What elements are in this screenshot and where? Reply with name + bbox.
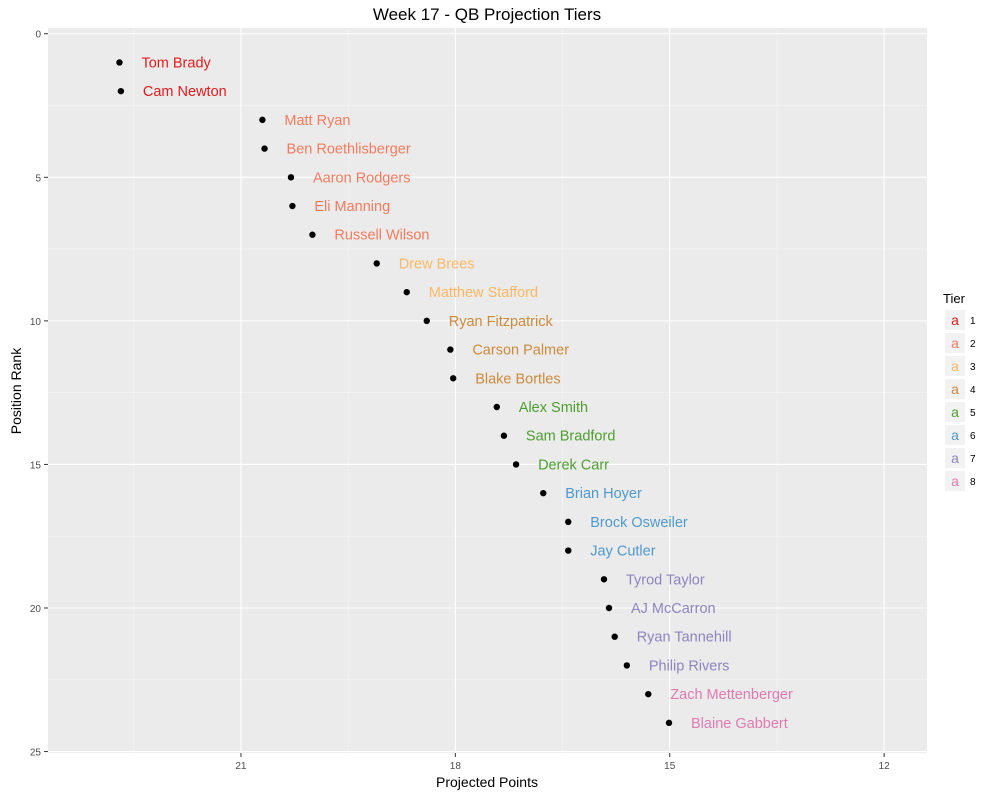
player-label: Blaine Gabbert (691, 716, 788, 732)
player-label: Matt Ryan (284, 113, 350, 129)
player-label: Tom Brady (141, 55, 211, 71)
player-label: Brian Hoyer (565, 486, 642, 502)
legend-key-glyph: a (951, 450, 959, 466)
player-label: Sam Bradford (526, 429, 615, 445)
player-label: Eli Manning (314, 199, 390, 215)
player-label: Brock Osweiler (590, 515, 688, 531)
data-point (117, 87, 125, 95)
legend-key (945, 333, 965, 353)
legend-key (945, 356, 965, 376)
legend-key-glyph: a (951, 473, 959, 489)
legend-key-glyph: a (951, 335, 959, 351)
x-axis-title: Projected Points (436, 774, 538, 790)
plot-panel (48, 28, 927, 753)
data-point (449, 375, 457, 382)
data-point (600, 576, 608, 583)
legend-key (945, 379, 965, 399)
minor-gridlines (48, 28, 927, 753)
x-tick-label: 21 (235, 761, 247, 772)
legend-key-glyph: a (951, 404, 959, 420)
legend: Tier a 1a 2a 3a 4a 5a 6a 7a 8 (943, 291, 976, 491)
player-label: Blake Bortles (475, 371, 560, 387)
legend-key (945, 448, 965, 468)
player-label: Drew Brees (399, 256, 475, 272)
y-tick-label: 0 (35, 30, 41, 41)
legend-key (945, 402, 965, 422)
data-point (423, 317, 430, 325)
player-label: Zach Mettenberger (670, 687, 793, 703)
data-point (309, 231, 316, 238)
player-label: Jay Cutler (590, 544, 655, 560)
data-point (565, 547, 572, 554)
data-point (512, 461, 520, 468)
legend-label: 1 (970, 316, 976, 327)
data-point (611, 633, 618, 640)
player-label: Matthew Stafford (429, 285, 538, 301)
y-tick-label: 5 (35, 173, 41, 184)
legend-key (945, 471, 965, 491)
data-point (261, 145, 268, 152)
data-points (116, 59, 673, 727)
player-labels: Tom Brady Cam Newton Matt Ryan Ben Roethlis… (141, 55, 793, 731)
y-axis-ticks: 0 5 10 15 20 25 (30, 30, 48, 759)
player-label: Ben Roethlisberger (287, 142, 411, 158)
player-label: Alex Smith (519, 400, 588, 416)
player-label: Aaron Rodgers (313, 170, 411, 186)
x-axis-ticks: 21 18 15 12 (235, 753, 890, 772)
legend-key-glyph: a (951, 312, 959, 328)
data-point (116, 59, 123, 66)
y-tick-label: 20 (30, 604, 42, 615)
x-tick-label: 15 (664, 761, 676, 772)
player-label: Russell Wilson (334, 228, 429, 244)
y-tick-label: 15 (30, 460, 42, 471)
data-point (403, 288, 410, 296)
data-point (289, 202, 296, 210)
player-label: Ryan Tannehill (637, 630, 732, 646)
player-label: Ryan Fitzpatrick (449, 314, 554, 330)
data-point (645, 690, 652, 698)
y-tick-label: 10 (30, 317, 42, 328)
x-tick-label: 18 (450, 761, 462, 772)
data-point (259, 116, 266, 124)
data-point (665, 719, 673, 727)
player-label: Carson Palmer (472, 343, 569, 359)
legend-title: Tier (943, 291, 966, 306)
legend-label: 4 (970, 385, 976, 396)
data-point (623, 662, 631, 669)
data-point (447, 346, 454, 353)
legend-label: 2 (970, 339, 976, 350)
legend-key-glyph: a (951, 381, 959, 397)
y-tick-label: 25 (30, 748, 42, 759)
data-point (373, 260, 380, 267)
data-point (287, 174, 295, 181)
legend-label: 6 (970, 431, 976, 442)
player-label: Cam Newton (143, 84, 227, 100)
y-axis-title: Position Rank (8, 347, 24, 434)
legend-label: 3 (970, 362, 976, 373)
chart-title: Week 17 - QB Projection Tiers (373, 5, 601, 24)
legend-label: 8 (970, 477, 976, 488)
player-label: Philip Rivers (649, 658, 730, 674)
x-tick-label: 12 (879, 761, 891, 772)
data-point (493, 403, 500, 411)
player-label: Tyrod Taylor (626, 572, 705, 588)
data-point (540, 489, 547, 497)
legend-key-glyph: a (951, 358, 959, 374)
data-point (500, 432, 508, 439)
data-point (605, 604, 613, 612)
legend-key-glyph: a (951, 427, 959, 443)
player-label: AJ McCarron (631, 601, 716, 617)
legend-label: 5 (970, 408, 976, 419)
player-label: Derek Carr (538, 457, 609, 473)
legend-key (945, 310, 965, 330)
legend-key (945, 425, 965, 445)
major-gridlines (48, 28, 927, 753)
legend-label: 7 (970, 454, 976, 465)
legend-items: a 1a 2a 3a 4a 5a 6a 7a 8 (945, 310, 976, 491)
data-point (565, 518, 572, 526)
